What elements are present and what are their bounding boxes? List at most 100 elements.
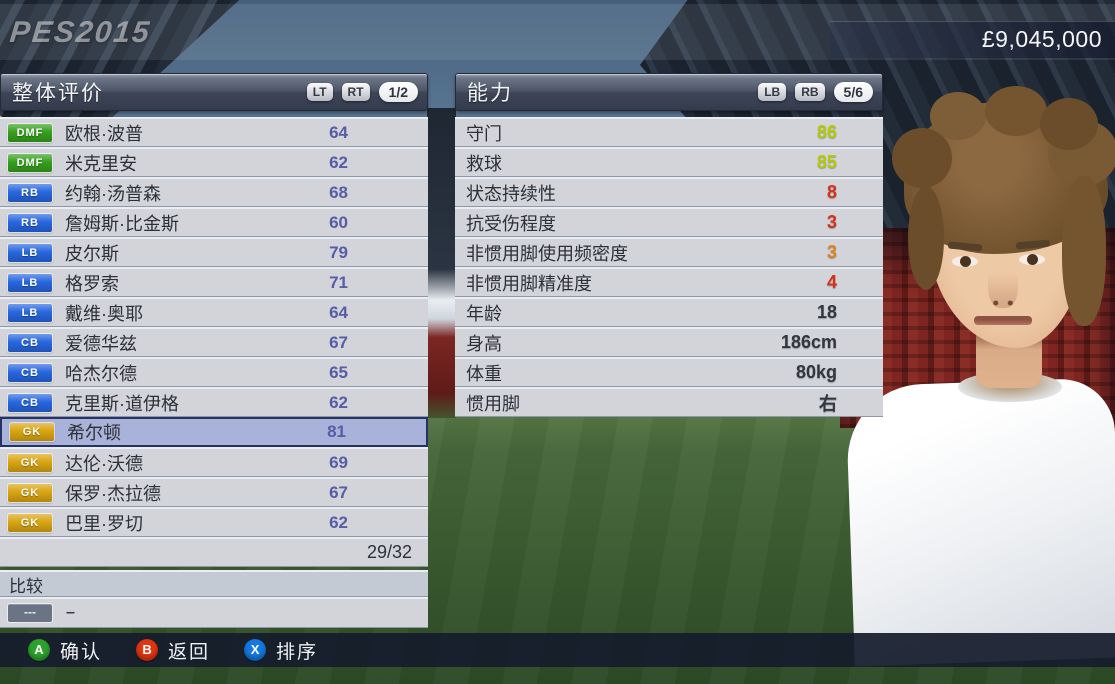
confirm-action[interactable]: A 确认 [28, 637, 102, 664]
player-rating: 62 [329, 152, 348, 172]
stat-label: 抗受伤程度 [466, 213, 556, 234]
x-button-icon: X [244, 639, 267, 661]
stat-value: 3 [826, 242, 837, 262]
stat-row: 非惯用脚精准度 4 [455, 267, 883, 297]
stat-label: 年龄 [466, 303, 502, 324]
player-row[interactable]: RB 詹姆斯·比金斯 60 [0, 207, 428, 237]
player-eye [1019, 254, 1045, 265]
player-name: 皮尔斯 [65, 243, 119, 264]
empty-position-badge: --- [8, 604, 52, 622]
position-badge: RB [8, 183, 52, 202]
player-row[interactable]: LB 戴维·奥耶 64 [0, 297, 428, 327]
compare-slot-row[interactable]: --- – [0, 597, 428, 628]
player-row[interactable]: CB 哈杰尔德 65 [0, 357, 428, 387]
player-hair-side [1062, 176, 1106, 326]
stat-label: 惯用脚 [466, 393, 520, 414]
stat-row: 年龄 18 [455, 297, 883, 327]
player-row[interactable]: CB 爱德华兹 67 [0, 327, 428, 357]
stadium-structure-strip [427, 108, 456, 418]
position-badge: DMF [8, 153, 52, 172]
player-row[interactable]: GK 保罗·杰拉德 67 [0, 477, 428, 507]
player-row[interactable]: CB 克里斯·道伊格 62 [0, 387, 428, 417]
stat-row: 状态持续性 8 [455, 177, 883, 207]
position-badge: GK [8, 483, 52, 502]
player-rating: 64 [329, 302, 348, 322]
position-badge: CB [8, 363, 52, 382]
stat-label: 非惯用脚使用频密度 [466, 243, 628, 264]
stat-value: 4 [826, 272, 837, 292]
lt-button-icon[interactable]: LT [306, 83, 333, 101]
player-rating: 64 [329, 122, 348, 142]
page-indicator: 5/6 [833, 82, 873, 102]
back-label: 返回 [168, 641, 211, 663]
funds-bar: £9,045,000 [830, 21, 1115, 58]
player-row[interactable]: DMF 欧根·波普 64 [0, 117, 428, 147]
stat-label: 非惯用脚精准度 [466, 273, 592, 294]
stat-row: 身高 186cm [455, 327, 883, 357]
stat-row: 惯用脚 右 [455, 387, 883, 417]
stat-row: 守门 86 [455, 117, 883, 147]
player-name: 约翰·汤普森 [65, 183, 161, 204]
rt-button-icon[interactable]: RT [341, 83, 370, 101]
player-name: 克里斯·道伊格 [65, 393, 179, 414]
compare-empty-value: – [66, 604, 75, 621]
player-rating: 67 [329, 482, 348, 502]
position-badge: GK [8, 513, 52, 532]
player-rating: 60 [329, 212, 348, 232]
sort-action[interactable]: X 排序 [244, 637, 318, 664]
sort-label: 排序 [276, 641, 319, 663]
player-rating: 71 [329, 272, 348, 292]
player-row[interactable]: RB 约翰·汤普森 68 [0, 177, 428, 207]
player-rating: 81 [327, 422, 346, 441]
stat-value: 80kg [795, 362, 837, 382]
player-row[interactable]: GK 达伦·沃德 69 [0, 447, 428, 477]
player-row[interactable]: LB 格罗索 71 [0, 267, 428, 297]
player-rating: 69 [329, 452, 348, 472]
player-row-selected[interactable]: GK 希尔顿 81 [0, 417, 428, 447]
player-name: 格罗索 [65, 273, 119, 294]
lb-button-icon[interactable]: LB [758, 83, 787, 101]
stat-label: 状态持续性 [466, 183, 556, 204]
player-name: 达伦·沃德 [65, 453, 143, 474]
rb-button-icon[interactable]: RB [795, 83, 825, 101]
stat-label: 救球 [466, 153, 502, 174]
panel-title: 能力 [467, 82, 513, 105]
overall-rating-panel: 整体评价 LT RT 1/2 DMF 欧根·波普 64 DMF 米克里安 62 … [0, 73, 428, 628]
stat-label: 身高 [466, 333, 502, 354]
compare-title: 比较 [9, 576, 43, 596]
player-row[interactable]: LB 皮尔斯 79 [0, 237, 428, 267]
pes2015-logo: PES2015 [8, 16, 153, 49]
stat-label: 守门 [466, 123, 502, 144]
position-badge: CB [8, 333, 52, 352]
panel-title: 整体评价 [12, 82, 104, 105]
player-nose [988, 258, 1018, 308]
player-hair-curl [985, 86, 1047, 136]
stat-value: 85 [816, 152, 837, 172]
position-badge: LB [8, 273, 52, 292]
compare-section-header: 比较 [0, 570, 428, 597]
player-rating: 68 [329, 182, 348, 202]
player-row[interactable]: GK 巴里·罗切 62 [0, 507, 428, 537]
player-list: DMF 欧根·波普 64 DMF 米克里安 62 RB 约翰·汤普森 68 RB… [0, 117, 428, 628]
position-badge: LB [8, 243, 52, 262]
player-row[interactable]: DMF 米克里安 62 [0, 147, 428, 177]
player-name: 哈杰尔德 [65, 363, 137, 384]
back-action[interactable]: B 返回 [136, 637, 210, 664]
player-mouth [974, 316, 1032, 325]
position-badge: RB [8, 213, 52, 232]
stat-value: 186cm [780, 332, 837, 352]
player-name: 戴维·奥耶 [65, 303, 143, 324]
player-name: 米克里安 [65, 153, 137, 174]
stat-label: 体重 [466, 363, 502, 384]
position-badge: CB [8, 393, 52, 412]
stat-row: 救球 85 [455, 147, 883, 177]
position-badge: GK [8, 453, 52, 472]
stat-value: 86 [816, 122, 837, 142]
stat-value: 18 [816, 302, 837, 322]
position-badge: DMF [8, 123, 52, 142]
player-eye [952, 256, 978, 267]
player-hair-curl [930, 92, 986, 140]
player-rating: 62 [329, 512, 348, 532]
position-badge: GK [10, 423, 54, 441]
